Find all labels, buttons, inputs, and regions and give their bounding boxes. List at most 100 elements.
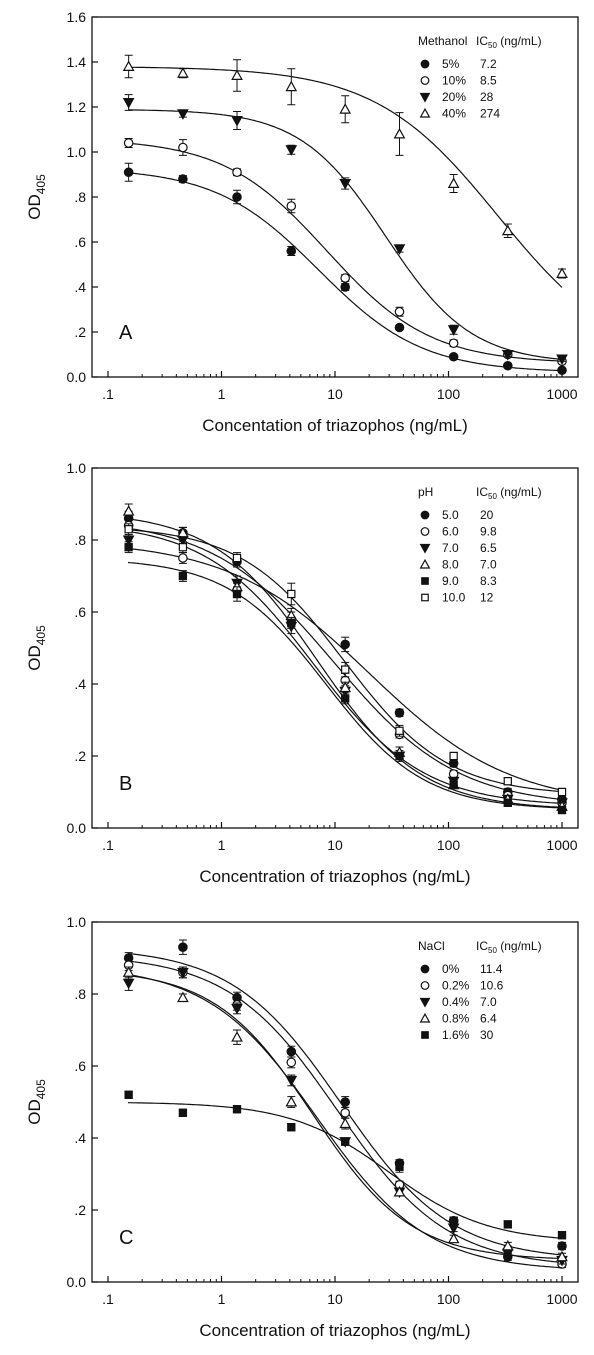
legend-series-name: 7.0 xyxy=(442,541,459,555)
legend-header-factor: pH xyxy=(418,485,433,499)
data-point xyxy=(341,694,350,703)
series-1 xyxy=(123,510,567,804)
plot-frame xyxy=(91,16,579,378)
data-point xyxy=(122,966,135,977)
y-tick-label: 1.0 xyxy=(67,914,87,930)
data-point xyxy=(393,1185,406,1197)
legend-ic50-value: 12 xyxy=(480,591,494,605)
data-point xyxy=(286,246,297,256)
data-point xyxy=(123,138,134,148)
data-point xyxy=(286,201,297,211)
data-point xyxy=(339,179,352,190)
x-axis-label: Concentation of triazophos (ng/mL) xyxy=(202,416,468,435)
x-tick-label: 1 xyxy=(218,1291,226,1307)
data-point xyxy=(232,553,242,563)
legend-marker xyxy=(420,964,430,974)
chart-panel-a: 0.0 .2 .4 .6 .8 1.0 1.2 1.4 1.6 .1 1 10 100 1000 Conce… xyxy=(25,9,579,435)
y-tick-label: 1.0 xyxy=(67,144,87,160)
legend-marker xyxy=(419,92,431,103)
fit-curve xyxy=(127,974,562,1260)
data-point xyxy=(122,535,135,547)
panel-label: A xyxy=(119,322,133,344)
legend-marker xyxy=(421,593,429,602)
y-tick-label: .4 xyxy=(74,676,86,692)
x-axis-label: Concentration of triazophos (ng/mL) xyxy=(199,867,470,886)
x-tick-label: 100 xyxy=(437,837,461,853)
data-point xyxy=(177,109,189,120)
series-6 xyxy=(124,523,567,797)
y-tick-label: .4 xyxy=(74,1130,86,1146)
fit-curve xyxy=(127,529,563,793)
y-tick-label: 1.2 xyxy=(67,99,87,115)
data-point xyxy=(285,1095,298,1107)
y-tick-label: 1.0 xyxy=(67,460,87,476)
data-point xyxy=(449,751,458,761)
legend-ic50-value: 7.0 xyxy=(480,995,497,1009)
fit-curve xyxy=(128,109,563,360)
legend-series-name: 0.2% xyxy=(442,979,470,993)
data-point xyxy=(448,351,459,362)
series-2 xyxy=(123,959,567,1269)
data-point xyxy=(285,145,298,156)
x-tick-label: 1 xyxy=(218,386,226,402)
data-point xyxy=(501,1239,514,1251)
legend-marker xyxy=(421,1031,429,1039)
legend-series-name: 40% xyxy=(442,107,466,121)
data-point xyxy=(447,1232,460,1244)
legend-ic50-value: 10.6 xyxy=(480,979,504,993)
y-tick-label: .2 xyxy=(74,748,86,764)
legend-series-name: 0% xyxy=(442,962,460,976)
legend-series-name: 6.0 xyxy=(442,525,459,539)
data-point xyxy=(339,681,352,693)
fit-curve xyxy=(127,142,563,362)
fit-curve xyxy=(127,561,563,809)
legend-marker xyxy=(421,577,429,585)
data-point xyxy=(501,224,514,236)
fit-curve xyxy=(127,973,563,1269)
panel-label: C xyxy=(119,1227,133,1249)
data-point xyxy=(287,589,296,599)
data-point xyxy=(394,707,405,718)
data-point xyxy=(393,244,406,255)
y-tick-label: .4 xyxy=(74,279,86,295)
y-tick-label: .8 xyxy=(74,532,86,548)
legend-ic50-value: 6.4 xyxy=(480,1012,497,1026)
y-tick-label: 0.0 xyxy=(67,369,87,385)
data-point xyxy=(556,1250,568,1262)
data-point xyxy=(557,1231,567,1240)
data-point xyxy=(449,780,458,789)
data-point xyxy=(449,1216,458,1225)
data-point xyxy=(177,67,189,78)
legend-marker xyxy=(420,981,430,990)
y-axis-label: OD405 xyxy=(25,174,48,220)
data-point xyxy=(177,991,189,1003)
data-point xyxy=(178,174,188,184)
data-point xyxy=(394,306,405,317)
legend-marker xyxy=(420,76,430,85)
legend-ic50-value: 8.3 xyxy=(480,574,497,588)
data-point xyxy=(557,365,567,376)
legend-marker xyxy=(419,997,431,1008)
x-tick-label: 10 xyxy=(327,386,343,402)
series-2 xyxy=(123,138,567,367)
legend-marker xyxy=(419,107,431,118)
x-tick-label: 10 xyxy=(327,837,343,853)
series-1 xyxy=(123,162,567,376)
data-point xyxy=(232,167,242,178)
legend-ic50-value: 7.2 xyxy=(480,57,497,71)
data-point xyxy=(395,751,404,761)
y-tick-label: .6 xyxy=(74,604,86,620)
fit-curve xyxy=(127,66,563,288)
data-point xyxy=(124,543,133,552)
legend: Methanol IC50 (ng/mL) 5% 7.2 10% 8.5 20% 28 40% 2… xyxy=(418,34,542,121)
x-tick-label: 1000 xyxy=(546,386,577,402)
data-point xyxy=(178,942,188,952)
legend-marker xyxy=(419,543,431,554)
legend-ic50-value: 6.5 xyxy=(480,541,497,555)
legend-ic50-value: 30 xyxy=(480,1028,494,1042)
data-point xyxy=(285,80,298,92)
data-point xyxy=(231,116,243,127)
data-point xyxy=(395,1162,404,1171)
data-point xyxy=(287,1123,296,1132)
